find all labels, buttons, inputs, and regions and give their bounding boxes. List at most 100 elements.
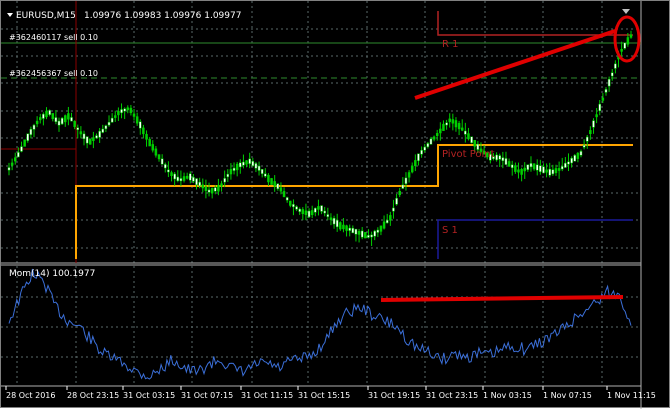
x-tick-label: 28 Oct 2016 [6, 391, 55, 400]
candle [510, 164, 514, 168]
order-label: #362460117 sell 0.10 [9, 33, 98, 42]
candle [620, 49, 623, 52]
candle [414, 160, 417, 167]
candle [295, 206, 298, 210]
candle [585, 136, 589, 142]
candle [407, 172, 411, 178]
candle [173, 173, 176, 180]
candle [473, 140, 476, 147]
candle [114, 115, 117, 118]
candle [385, 219, 389, 224]
candle [120, 109, 123, 114]
candle [498, 155, 501, 160]
candle [210, 187, 214, 194]
candle [551, 169, 555, 175]
x-tick-label: 28 Oct 23:15 [67, 391, 119, 400]
order-label: #362456367 sell 0.10 [9, 69, 98, 78]
candle [517, 169, 520, 173]
x-tick-label: 1 Nov 03:15 [483, 391, 532, 400]
x-tick-label: 31 Oct 19:15 [368, 391, 420, 400]
candle [442, 123, 445, 131]
candle [176, 176, 180, 181]
candle [420, 150, 423, 155]
candle [260, 169, 264, 174]
candle [14, 157, 17, 162]
candle [167, 169, 170, 173]
x-tick-label: 1 Nov 07:15 [543, 391, 592, 400]
momentum-trend-annotation[interactable] [380, 295, 624, 302]
r1-line [437, 11, 633, 36]
candle [289, 200, 292, 206]
candle [54, 117, 58, 122]
x-tick-label: 1 Nov 11:15 [607, 391, 656, 400]
candle [301, 209, 305, 215]
candle [107, 122, 111, 126]
candle [257, 165, 261, 171]
triangle-down-icon[interactable] [7, 13, 13, 17]
candle [464, 130, 467, 135]
candle [379, 225, 383, 232]
candle [404, 177, 408, 184]
candle [495, 154, 498, 161]
candle [201, 184, 205, 189]
candle [285, 197, 289, 201]
candle [98, 130, 101, 138]
candle [129, 107, 133, 114]
candle [467, 133, 470, 140]
candle [314, 207, 317, 213]
shift-marker-icon[interactable] [622, 9, 630, 14]
candle [276, 183, 280, 190]
candle [351, 227, 355, 234]
candle [157, 154, 161, 160]
candle [451, 119, 455, 124]
candle [192, 177, 195, 182]
candle [110, 117, 114, 123]
candle [610, 72, 614, 77]
candle [64, 115, 67, 123]
candle [504, 158, 508, 165]
candle [435, 133, 439, 136]
candle [520, 169, 523, 175]
candle [10, 162, 14, 166]
candle [170, 172, 173, 176]
candle [239, 162, 242, 168]
candlestick-series [7, 30, 633, 246]
candle [117, 110, 120, 116]
candle [332, 217, 336, 225]
candle [267, 174, 270, 183]
candle [339, 222, 342, 230]
candle [389, 215, 392, 221]
circle-annotation[interactable] [613, 15, 641, 63]
candle [60, 117, 64, 125]
candle [373, 230, 376, 237]
candle [426, 143, 430, 148]
candle [223, 178, 226, 183]
candle [204, 186, 208, 191]
candle [245, 160, 248, 165]
candle [345, 225, 348, 231]
candle [92, 137, 95, 141]
trend-line-annotation[interactable] [414, 29, 616, 100]
candle [326, 214, 330, 217]
candle [48, 110, 51, 115]
candle [7, 167, 11, 171]
candle [142, 127, 145, 135]
candle [476, 143, 480, 150]
candle [282, 191, 286, 198]
candle [132, 113, 136, 117]
candle [598, 103, 601, 111]
candle [179, 178, 183, 182]
candle [76, 127, 80, 130]
candle [545, 169, 548, 173]
candle [82, 133, 86, 140]
candle [595, 114, 598, 118]
candle [535, 164, 539, 171]
candle [270, 178, 273, 185]
candle [20, 146, 23, 152]
candle [264, 173, 267, 177]
ohlc-values: 1.09976 1.09983 1.09976 1.09977 [84, 11, 241, 21]
candle [576, 152, 580, 159]
candle [185, 175, 189, 179]
